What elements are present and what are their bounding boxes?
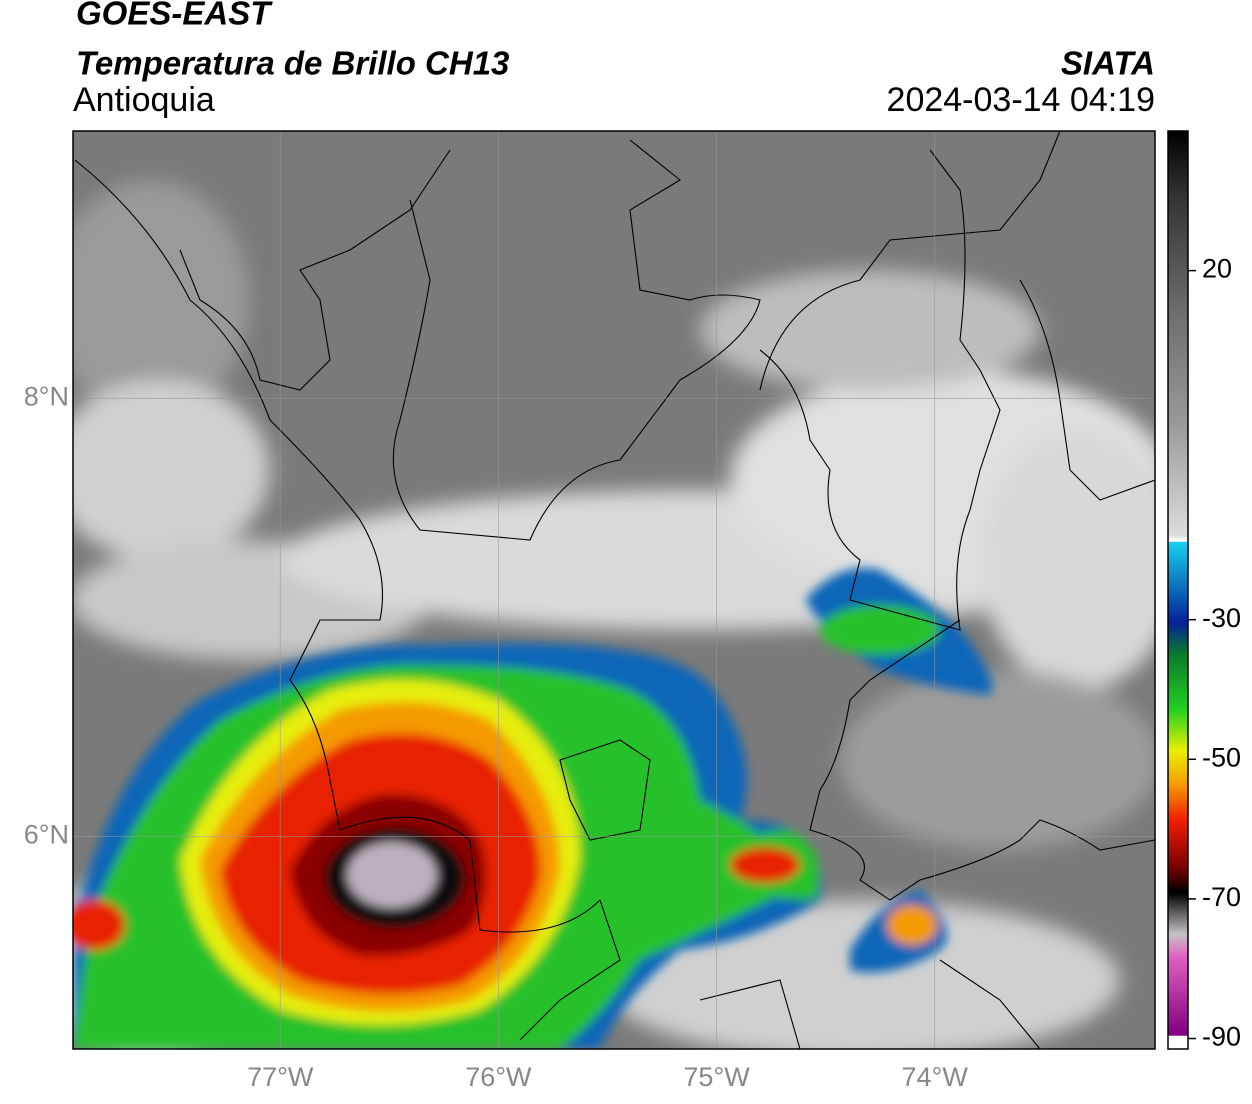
colorbar	[1167, 130, 1189, 1050]
lon-tick-label: 76°W	[465, 1062, 532, 1092]
timestamp: 2024-03-14 04:19	[887, 81, 1155, 119]
region: Antioquia	[73, 81, 215, 119]
lon-tick-label: 77°W	[247, 1062, 314, 1092]
title: GOES-EAST	[76, 0, 273, 32]
colorbar-tick-label: -50	[1202, 742, 1241, 772]
lat-tick-label: 8°N	[24, 381, 69, 411]
colorbar-tick-label: 20	[1202, 254, 1232, 284]
lon-tick-label: 75°W	[683, 1062, 750, 1092]
satellite-image	[73, 131, 1155, 1049]
colorbar-tick-label: -30	[1202, 603, 1241, 633]
borders	[74, 131, 1155, 1049]
colorbar-tick-label: -90	[1202, 1022, 1241, 1052]
lat-tick-label: 6°N	[24, 820, 69, 850]
source: SIATA	[1061, 45, 1155, 82]
subtitle: Temperatura de Brillo CH13	[76, 45, 509, 82]
map-frame	[72, 130, 1156, 1050]
lon-tick-label: 74°W	[902, 1062, 969, 1092]
colorbar-tick-label: -70	[1202, 882, 1241, 912]
